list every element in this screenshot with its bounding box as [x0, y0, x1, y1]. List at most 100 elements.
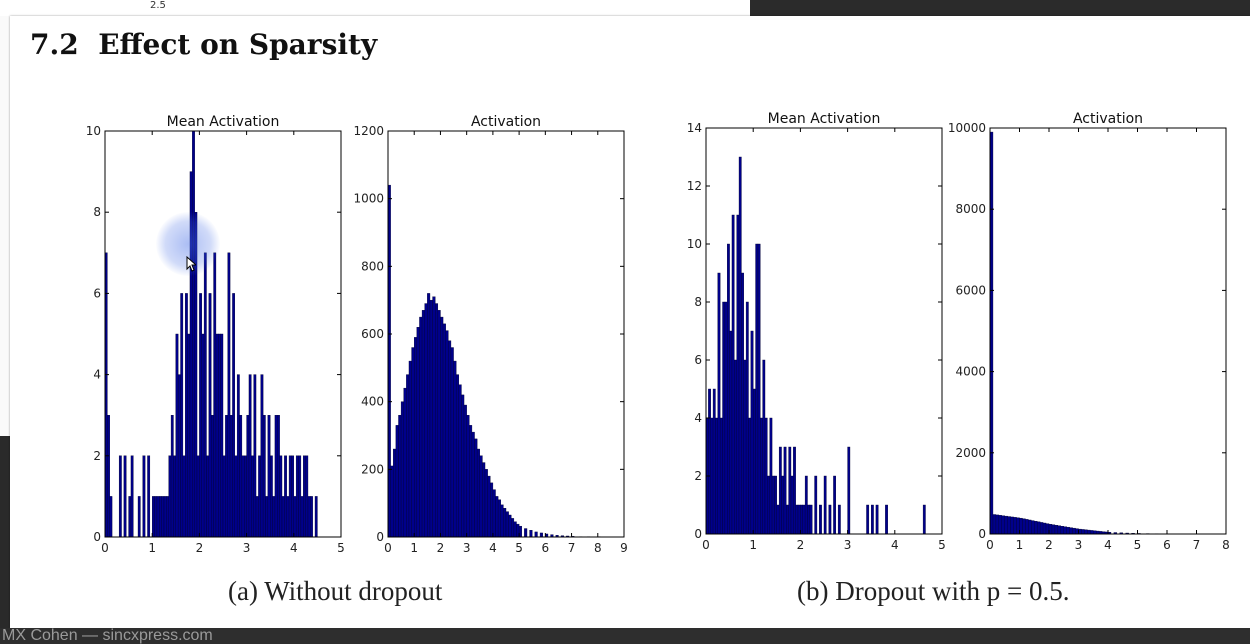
- y-tick-label: 2: [93, 449, 101, 463]
- chart-bar: [1007, 516, 1011, 535]
- chart-bar: [734, 359, 737, 535]
- chart-bar: [440, 316, 444, 538]
- x-tick-label: 8: [594, 541, 602, 555]
- chart-bar: [445, 330, 449, 538]
- x-tick-label: 3: [844, 538, 852, 552]
- x-tick-label: 5: [938, 538, 946, 552]
- x-tick-label: 5: [337, 541, 345, 555]
- chart-bar: [281, 496, 285, 538]
- chart-bar: [875, 504, 879, 535]
- chart-bar: [307, 496, 311, 538]
- slide: 7.2 Effect on Sparsity 0 1 2 3 4 5 0 2 4 6 8 10 Mean…: [10, 16, 1250, 628]
- chart-bar: [474, 438, 478, 538]
- chart-bar: [500, 504, 504, 538]
- section-title-text: Effect on Sparsity: [98, 28, 378, 61]
- chart-bar: [277, 415, 280, 538]
- chart-bar: [170, 415, 174, 538]
- chart-bar: [419, 316, 423, 538]
- chart-bar: [408, 360, 412, 538]
- chart-bar: [424, 303, 428, 538]
- chart-bar: [251, 455, 254, 538]
- chart-title: Mean Activation: [167, 114, 280, 130]
- chart-bar: [534, 531, 538, 538]
- chart-bar: [180, 293, 184, 538]
- chart-bar: [288, 455, 292, 538]
- y-tick-label: 4: [694, 411, 702, 425]
- chart-bar: [442, 323, 446, 538]
- y-tick-label: 8: [93, 205, 101, 219]
- chart-bar: [403, 387, 407, 538]
- chart-bar: [182, 455, 186, 538]
- chart-bar: [992, 514, 997, 535]
- chart-bar: [448, 340, 452, 538]
- chart-bar: [393, 448, 397, 538]
- chart-bar: [741, 272, 744, 535]
- chart-bar: [753, 388, 756, 535]
- chart-bar: [837, 504, 841, 535]
- background-window: 2.5: [0, 0, 750, 16]
- chart-bar: [427, 293, 431, 538]
- chart-bar: [786, 504, 789, 535]
- chart-bar: [453, 360, 457, 538]
- chart-bar: [130, 455, 134, 538]
- y-tick-label: 400: [361, 395, 384, 409]
- chart-bar: [1039, 522, 1044, 535]
- chart-bar: [1004, 515, 1008, 535]
- chart-bar: [210, 415, 214, 538]
- y-tick-label: 2: [694, 469, 702, 483]
- y-tick-label: 0: [978, 527, 986, 541]
- x-tick-label: 1: [410, 541, 418, 555]
- chart-bar: [819, 504, 822, 535]
- chart-bar: [764, 417, 768, 535]
- chart-bar: [199, 293, 202, 538]
- y-tick-label: 6000: [955, 283, 986, 297]
- chart-bar: [123, 455, 127, 538]
- chart-bar: [161, 496, 165, 538]
- chart-bar: [513, 521, 517, 538]
- chart-bar: [295, 455, 299, 538]
- section-title: 7.2 Effect on Sparsity: [30, 28, 377, 61]
- chart-title: Activation: [1073, 111, 1143, 127]
- chart-bar: [814, 475, 818, 535]
- chart-bar: [731, 214, 735, 535]
- chart-bar: [828, 504, 832, 535]
- chart-bar: [1072, 527, 1076, 535]
- chart-bar: [847, 446, 851, 535]
- chart-bar: [239, 415, 243, 538]
- chart-bar: [241, 455, 245, 538]
- chart-bar: [429, 299, 433, 538]
- chart-bar: [1057, 525, 1061, 535]
- chart-bar: [411, 347, 415, 538]
- y-tick-label: 10000: [948, 121, 986, 135]
- chart-bar: [833, 475, 837, 535]
- chart-bar: [390, 465, 394, 538]
- chart-bar: [1060, 526, 1064, 535]
- chart-bar: [871, 504, 874, 535]
- x-tick-label: 6: [1163, 538, 1171, 552]
- chart-bar: [159, 496, 162, 538]
- plot-frame: [705, 127, 943, 535]
- y-tick-label: 8000: [955, 202, 986, 216]
- chart-bar: [492, 489, 496, 538]
- chart-bar: [471, 431, 475, 538]
- chart-bar: [497, 499, 501, 538]
- chart-bar: [225, 415, 228, 538]
- x-tick-label: 2: [437, 541, 445, 555]
- chart-bar: [767, 475, 770, 535]
- chart-bar: [201, 333, 205, 538]
- chart-bar: [1013, 517, 1017, 535]
- chart-bar: [255, 496, 259, 538]
- chart-bar: [476, 448, 480, 538]
- chart-bar: [755, 243, 759, 535]
- chart-bar: [717, 272, 721, 535]
- chart-bar: [795, 504, 799, 535]
- chart-bar: [469, 425, 473, 538]
- chart-bar: [487, 475, 491, 538]
- y-tick-label: 0: [376, 530, 384, 544]
- chart-bar: [142, 455, 146, 538]
- chart-bar: [173, 455, 177, 538]
- chart-bar: [1081, 529, 1085, 535]
- y-tick-label: 6: [93, 286, 101, 300]
- chart-bar: [885, 504, 888, 535]
- chart-bar: [1042, 522, 1047, 535]
